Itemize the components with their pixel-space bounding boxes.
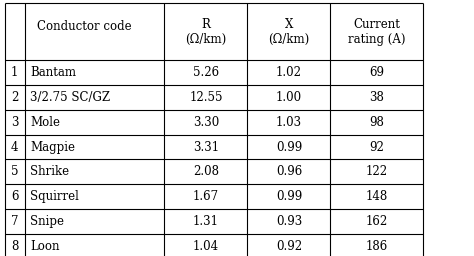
Text: 2: 2: [11, 91, 18, 104]
Text: Snipe: Snipe: [30, 215, 64, 228]
Text: 69: 69: [369, 66, 384, 79]
Text: R: R: [201, 18, 210, 31]
Text: 162: 162: [365, 215, 388, 228]
Text: 2.08: 2.08: [193, 165, 219, 178]
Text: 1.03: 1.03: [276, 116, 302, 129]
Text: 0.93: 0.93: [276, 215, 302, 228]
Text: (Ω/km): (Ω/km): [185, 33, 227, 46]
Text: 92: 92: [369, 141, 384, 154]
Text: 7: 7: [11, 215, 18, 228]
Text: 1.02: 1.02: [276, 66, 302, 79]
Text: 38: 38: [369, 91, 384, 104]
Text: Bantam: Bantam: [30, 66, 76, 79]
Text: 1.00: 1.00: [276, 91, 302, 104]
Text: Magpie: Magpie: [30, 141, 75, 154]
Text: 8: 8: [11, 240, 18, 253]
Text: Conductor code: Conductor code: [37, 20, 132, 33]
Text: Loon: Loon: [30, 240, 60, 253]
Text: rating (A): rating (A): [348, 33, 405, 46]
Text: 1.31: 1.31: [193, 215, 219, 228]
Text: 12.55: 12.55: [189, 91, 223, 104]
Text: 186: 186: [365, 240, 388, 253]
Text: 0.99: 0.99: [276, 141, 302, 154]
Text: (Ω/km): (Ω/km): [268, 33, 310, 46]
Text: 1.67: 1.67: [193, 190, 219, 203]
Text: 3/2.75 SC/GZ: 3/2.75 SC/GZ: [30, 91, 110, 104]
Text: 0.99: 0.99: [276, 190, 302, 203]
Text: 5.26: 5.26: [193, 66, 219, 79]
Text: 98: 98: [369, 116, 384, 129]
Text: Squirrel: Squirrel: [30, 190, 79, 203]
Text: 0.96: 0.96: [276, 165, 302, 178]
Text: Mole: Mole: [30, 116, 60, 129]
Text: 3.31: 3.31: [193, 141, 219, 154]
Text: 122: 122: [365, 165, 388, 178]
Text: 4: 4: [11, 141, 18, 154]
Text: Current: Current: [353, 18, 400, 31]
Text: Shrike: Shrike: [30, 165, 70, 178]
Text: 148: 148: [365, 190, 388, 203]
Text: 0.92: 0.92: [276, 240, 302, 253]
Text: 6: 6: [11, 190, 18, 203]
Text: 5: 5: [11, 165, 18, 178]
Text: 3.30: 3.30: [193, 116, 219, 129]
Text: 1: 1: [11, 66, 18, 79]
Text: X: X: [285, 18, 293, 31]
Text: 1.04: 1.04: [193, 240, 219, 253]
Text: 3: 3: [11, 116, 18, 129]
